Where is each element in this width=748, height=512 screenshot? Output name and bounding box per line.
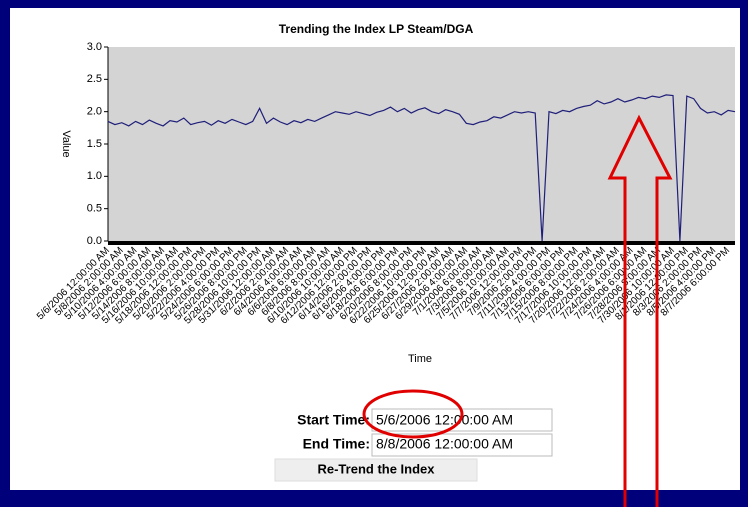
y-tick-label: 2.0 [87, 106, 102, 118]
start-label: Start Time: [297, 412, 370, 428]
y-axis-label: Value [60, 130, 72, 157]
x-axis-label: Time [408, 353, 432, 365]
y-tick-label: 1.0 [87, 170, 102, 182]
series-line [107, 94, 736, 242]
end-value: 8/8/2006 12:00:00 AM [376, 436, 513, 452]
chart-title: Trending the Index LP Steam/DGA [279, 22, 474, 36]
plot-area [108, 47, 735, 241]
y-tick-label: 0.5 [87, 203, 102, 215]
y-tick-label: 0.0 [87, 235, 102, 247]
end-input[interactable] [371, 433, 553, 457]
chart: 0.00.51.01.52.02.53.05/6/2006 12:00:00 A… [35, 41, 736, 327]
start-value: 5/6/2006 12:00:00 AM [376, 412, 513, 428]
highlight-circle [362, 389, 464, 439]
y-tick-label: 1.5 [87, 138, 102, 150]
highlight-arrow [607, 114, 673, 507]
y-tick-label: 3.0 [87, 41, 102, 53]
retrend-button[interactable] [274, 458, 478, 482]
button-label: Re-Trend the Index [317, 461, 435, 476]
end-label: End Time: [303, 436, 370, 452]
y-tick-label: 2.5 [87, 73, 102, 85]
